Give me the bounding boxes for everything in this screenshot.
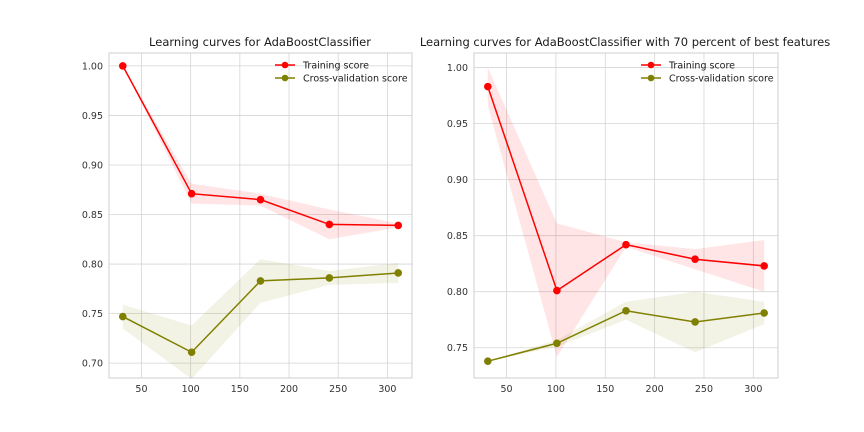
training-score-point — [256, 195, 265, 204]
cross-validation-score-point — [187, 348, 196, 357]
cross-validation-score-point — [622, 306, 630, 315]
x-tick-label: 200 — [646, 384, 664, 395]
y-tick-label: 0.90 — [447, 175, 468, 186]
cross-validation-score-point — [484, 357, 492, 365]
training-score-point — [553, 286, 561, 295]
y-tick-label: 1.00 — [447, 63, 468, 74]
cross-validation-score-point — [325, 274, 334, 282]
cross-validation-score-point — [118, 312, 127, 321]
training-score-band — [122, 65, 399, 240]
cross-validation-score-point — [256, 277, 265, 285]
x-tick-label: 200 — [280, 384, 298, 395]
training-score-point — [325, 220, 334, 229]
y-tick-label: 0.80 — [82, 260, 103, 271]
y-tick-label: 0.70 — [82, 359, 103, 370]
chart-title: Learning curves for AdaBoostClassifier — [149, 35, 371, 49]
x-tick-label: 50 — [135, 384, 147, 395]
x-tick-label: 50 — [501, 384, 513, 395]
legend-label: Cross-validation score — [303, 74, 408, 85]
y-tick-label: 0.95 — [447, 119, 468, 130]
cross-validation-score-point — [553, 339, 561, 348]
cross-validation-score-point — [394, 269, 403, 277]
y-tick-label: 0.85 — [82, 210, 103, 221]
y-tick-label: 1.00 — [82, 61, 103, 72]
grid-lines — [109, 53, 412, 378]
training-score-point — [622, 240, 630, 249]
legend-marker — [647, 61, 655, 69]
y-tick-label: 0.75 — [447, 343, 468, 354]
y-tick-label: 0.75 — [82, 309, 103, 320]
cross-validation-score-point — [760, 309, 768, 317]
legend-label: Training score — [668, 61, 735, 72]
legend-label: Training score — [302, 61, 369, 72]
x-tick-label: 300 — [744, 384, 762, 395]
training-score-point — [760, 262, 768, 270]
training-score-point — [484, 82, 492, 91]
x-tick-label: 300 — [378, 384, 396, 395]
training-score-point — [394, 221, 403, 230]
y-tick-label: 0.90 — [82, 160, 103, 171]
legend-marker — [281, 61, 289, 69]
plot-frame — [108, 52, 413, 379]
legend-marker — [281, 74, 289, 82]
cross-validation-score-point — [691, 318, 699, 326]
y-tick-label: 0.80 — [447, 287, 468, 298]
x-tick-label: 150 — [596, 384, 614, 395]
training-score-point — [118, 62, 127, 70]
y-tick-label: 0.95 — [82, 111, 103, 122]
plot-frame — [473, 52, 779, 379]
training-score-band — [487, 67, 765, 357]
legend: Training score Cross-validation score — [275, 61, 408, 85]
chart-title: Learning curves for AdaBoostClassifier w… — [420, 35, 830, 49]
x-tick-label: 150 — [231, 384, 249, 395]
chart-panel-2: 50 100 150 200 250 300 0.75 0.80 0.85 0.90 0.95 1.0… — [420, 35, 830, 395]
x-tick-label: 250 — [329, 384, 347, 395]
x-tick-label: 100 — [182, 384, 200, 395]
legend-label: Cross-validation score — [669, 74, 774, 85]
y-tick-label: 0.85 — [447, 231, 468, 242]
legend: Training score Cross-validation score — [641, 61, 774, 85]
cross-validation-score-band — [122, 259, 399, 379]
chart-panel-1: 50 100 150 200 250 300 0.70 0.75 0.80 0.85 0.90 0.9… — [82, 35, 413, 395]
x-tick-label: 250 — [695, 384, 713, 395]
training-score-point — [691, 255, 699, 264]
x-tick-label: 100 — [547, 384, 565, 395]
legend-marker — [647, 74, 655, 82]
grid-lines — [474, 53, 778, 378]
training-score-point — [187, 189, 196, 198]
